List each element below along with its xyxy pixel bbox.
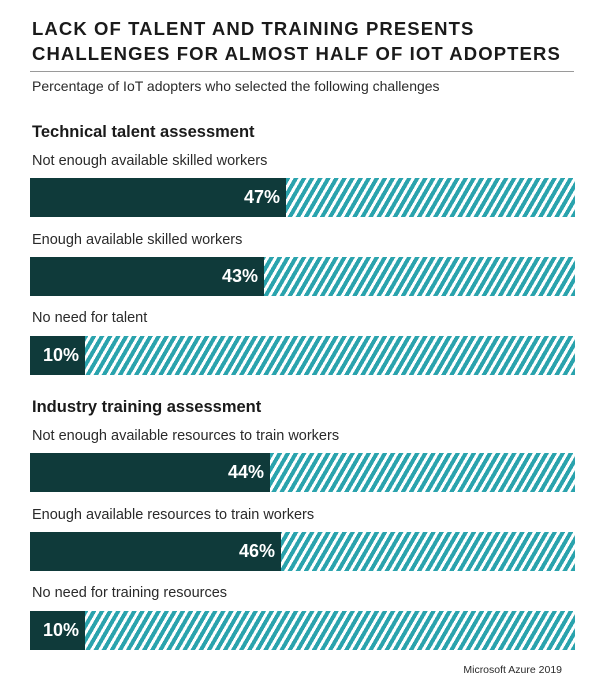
chart-title: LACK OF TALENT AND TRAINING PRESENTS CHA… [32, 18, 561, 64]
bar-fill [30, 611, 85, 650]
bar-fill [30, 178, 286, 217]
section-title: Technical talent assessment [32, 123, 255, 141]
bar-label: Not enough available resources to train … [32, 428, 340, 444]
section-title: Industry training assessment [32, 398, 262, 416]
bar-value-label: 10% [42, 620, 79, 640]
bar-fill [30, 453, 270, 492]
source-note: Microsoft Azure 2019 [463, 664, 562, 676]
infographic-frame: LACK OF TALENT AND TRAINING PRESENTS CHA… [14, 2, 576, 678]
bar-value-label: 47% [243, 187, 280, 207]
bar-label: Not enough available skilled workers [32, 153, 268, 169]
bar-value-label: 46% [238, 541, 275, 561]
title-divider [30, 71, 574, 72]
bar-label: No need for training resources [32, 585, 228, 601]
bar-track: 43% [30, 257, 575, 296]
bar-track: 10% [30, 336, 575, 375]
bar-label: Enough available skilled workers [32, 232, 243, 248]
bar-value-label: 43% [221, 266, 258, 286]
bar-fill [30, 532, 281, 571]
bar-track: 10% [30, 611, 575, 650]
bar-label: Enough available resources to train work… [32, 507, 315, 523]
bar-track: 46% [30, 532, 575, 571]
bar-value-label: 44% [227, 462, 264, 482]
chart-subtitle: Percentage of IoT adopters who selected … [32, 78, 440, 94]
bar-value-label: 10% [42, 345, 79, 365]
bar-track: 47% [30, 178, 575, 217]
bar-fill [30, 257, 264, 296]
bar-fill [30, 336, 85, 375]
bar-label: No need for talent [32, 310, 148, 326]
bar-track: 44% [30, 453, 575, 492]
